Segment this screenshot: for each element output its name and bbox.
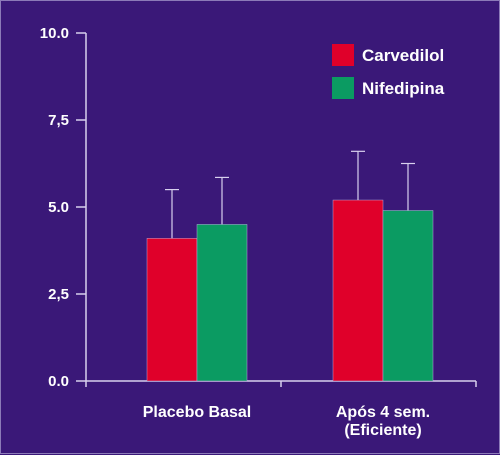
category-label: Após 4 sem. — [336, 404, 430, 421]
y-tick-label: 5.0 — [48, 199, 69, 216]
legend-swatch — [332, 77, 354, 99]
legend-label: Carvedilol — [362, 46, 444, 65]
legend-label: Nifedipina — [362, 79, 445, 98]
bar-nifedipina-1 — [382, 210, 434, 382]
legend: Carvedilol Nifedipina — [332, 44, 445, 99]
error-bars — [165, 150, 415, 239]
y-ticks: 0.0 2,5 5.0 7,5 10.0 — [40, 25, 477, 390]
y-tick-label: 10.0 — [40, 25, 69, 42]
legend-swatch — [332, 44, 354, 66]
category-label: Placebo Basal — [143, 404, 252, 421]
bar-carvedilol-1 — [332, 199, 384, 382]
y-tick-label: 7,5 — [48, 112, 69, 129]
bar-carvedilol-0 — [146, 238, 198, 382]
category-labels: Placebo Basal Após 4 sem.(Eficiente) — [143, 404, 430, 439]
y-tick-label: 0.0 — [48, 373, 69, 390]
y-tick-label: 2,5 — [48, 286, 69, 303]
bar-nifedipina-0 — [196, 224, 248, 382]
category-label-line2: (Eficiente) — [344, 422, 421, 439]
bars — [146, 199, 434, 382]
